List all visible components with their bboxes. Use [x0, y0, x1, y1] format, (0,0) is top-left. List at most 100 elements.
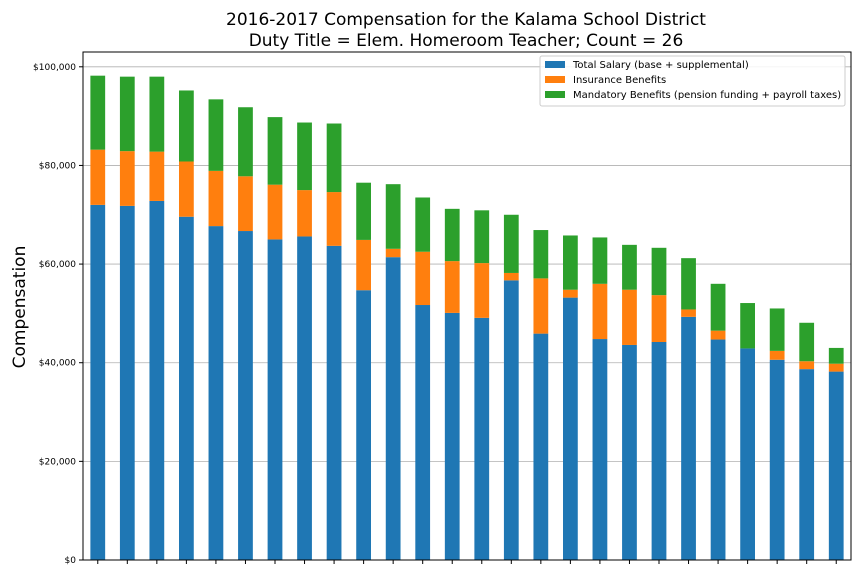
bar-segment-series3: [179, 90, 194, 162]
bar-segment-series3: [149, 76, 165, 152]
legend-swatch: [545, 76, 565, 83]
bar-segment-series2: [592, 283, 608, 340]
bar-segment-series1: [799, 369, 815, 560]
bar-segment-series1: [119, 205, 135, 560]
bar-segment-series2: [444, 261, 460, 313]
bar-segment-series3: [90, 75, 106, 150]
bar-segment-series1: [533, 333, 549, 560]
bar-segment-series1: [828, 371, 844, 560]
legend-label: Mandatory Benefits (pension funding + pa…: [573, 90, 841, 101]
bar-segment-series1: [740, 348, 755, 560]
bar-segment-series1: [563, 297, 578, 560]
bar-segment-series1: [415, 305, 431, 560]
bar-segment-series3: [710, 283, 726, 331]
x-axis: [97, 560, 837, 564]
bar-segment-series3: [356, 182, 371, 240]
bar-segment-series2: [622, 289, 637, 345]
bar-segment-series2: [267, 184, 283, 240]
bar-segment-series3: [503, 214, 519, 273]
bar-segment-series2: [90, 149, 106, 205]
bar-segment-series2: [297, 190, 312, 237]
bar-segment-series3: [267, 117, 283, 185]
bar-segment-series3: [385, 184, 401, 249]
bar-segment-series3: [651, 247, 667, 296]
bar-segment-series1: [179, 216, 194, 560]
bar-segment-series2: [385, 248, 401, 258]
bars: [90, 75, 844, 561]
legend-box: [539, 55, 846, 107]
legend-swatch: [545, 61, 565, 68]
bar-segment-series3: [769, 308, 785, 351]
bar-segment-series2: [119, 151, 135, 206]
bar-segment-series2: [208, 170, 224, 227]
bar-segment-series2: [769, 350, 785, 360]
bar-segment-series2: [563, 289, 578, 298]
bar-segment-series3: [119, 76, 135, 152]
legend-label: Total Salary (base + supplemental): [572, 60, 749, 71]
bar-segment-series3: [563, 235, 578, 290]
bar-segment-series1: [622, 344, 637, 560]
chart-title-line2: Duty Title = Elem. Homeroom Teacher; Cou…: [249, 31, 684, 51]
bar-segment-series3: [297, 122, 312, 191]
bar-segment-series2: [149, 151, 165, 201]
y-axis-label: Compensation: [10, 246, 30, 369]
bar-segment-series3: [740, 303, 755, 349]
bar-segment-series3: [208, 99, 224, 171]
bar-segment-series1: [238, 231, 253, 560]
bar-segment-series1: [90, 204, 106, 561]
bar-segment-series3: [238, 107, 253, 177]
bar-segment-series1: [385, 257, 401, 560]
bar-segment-series3: [444, 208, 460, 262]
bar-segment-series2: [651, 295, 667, 343]
bar-segment-series1: [710, 339, 726, 560]
legend-label: Insurance Benefits: [573, 75, 666, 86]
bar-segment-series2: [799, 361, 815, 370]
legend-swatch: [545, 91, 565, 98]
bar-segment-series3: [415, 197, 431, 252]
bar-segment-series2: [326, 192, 342, 246]
y-tick-label: $40,000: [39, 359, 76, 369]
bar-segment-series2: [681, 309, 696, 317]
bar-segment-series3: [533, 230, 549, 279]
bar-segment-series2: [533, 278, 549, 334]
bar-segment-series3: [799, 322, 815, 362]
chart-title-line1: 2016-2017 Compensation for the Kalama Sc…: [226, 10, 706, 30]
bar-segment-series1: [474, 317, 490, 560]
bar-segment-series1: [326, 245, 342, 560]
bar-segment-series3: [622, 244, 637, 290]
bar-segment-series1: [267, 239, 283, 560]
bar-segment-series2: [415, 251, 431, 306]
bar-segment-series1: [149, 200, 165, 560]
bar-segment-series2: [710, 330, 726, 340]
bar-segment-series1: [444, 312, 460, 560]
bar-segment-series2: [474, 263, 490, 318]
bar-segment-series1: [297, 236, 312, 560]
y-tick-label: $0: [65, 556, 77, 566]
bar-segment-series1: [681, 316, 696, 560]
bar-segment-series3: [326, 123, 342, 193]
bar-segment-series1: [769, 359, 785, 560]
y-tick-label: $20,000: [39, 457, 76, 467]
y-axis: $0 $20,000 $40,000 $60,000 $80,000 $100,000: [33, 63, 83, 566]
bar-segment-series2: [356, 239, 371, 291]
bar-segment-series3: [828, 347, 844, 364]
y-tick-label: $80,000: [39, 161, 76, 171]
bar-segment-series1: [356, 290, 371, 560]
bar-segment-series2: [238, 176, 253, 232]
bar-segment-series2: [179, 161, 194, 217]
bar-segment-series2: [503, 272, 519, 281]
bar-segment-series1: [208, 226, 224, 561]
bar-segment-series2: [828, 363, 844, 372]
y-tick-label: $100,000: [33, 63, 76, 73]
bar-segment-series3: [592, 237, 608, 284]
bar-segment-series1: [592, 339, 608, 560]
plot-frame: [82, 51, 852, 561]
y-tick-label: $60,000: [39, 260, 76, 270]
gridlines: [83, 66, 851, 561]
bar-segment-series1: [651, 342, 667, 560]
bar-segment-series3: [474, 210, 490, 264]
bar-segment-series3: [681, 258, 696, 310]
legend: Total Salary (base + supplemental) Insura…: [539, 55, 846, 107]
bar-segment-series1: [503, 280, 519, 560]
